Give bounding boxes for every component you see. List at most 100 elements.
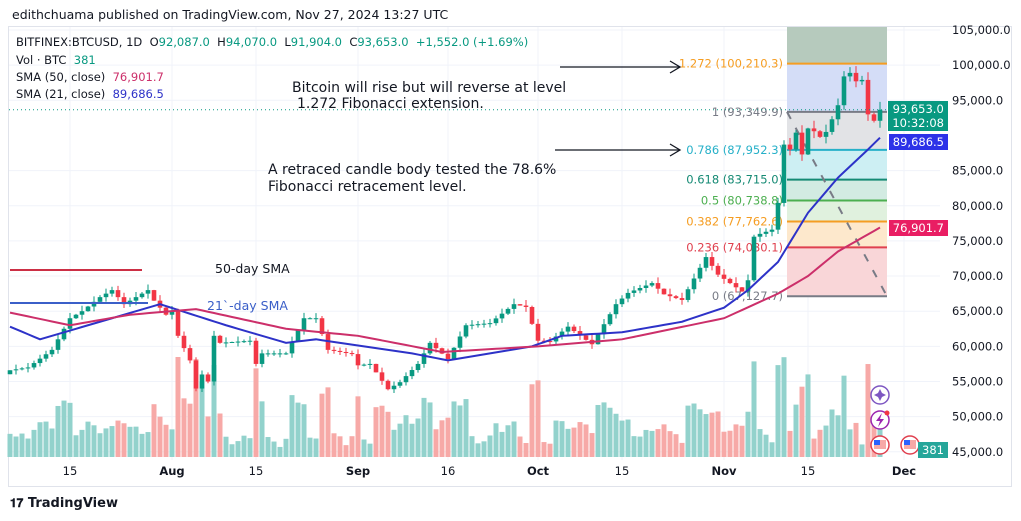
sma21-line: [9, 136, 881, 362]
candle-body: [379, 372, 385, 381]
volume-bar: [517, 436, 523, 457]
candle-body: [493, 318, 499, 324]
candle-body: [421, 353, 427, 364]
volume-tag: 381: [918, 442, 948, 458]
volume-bar: [781, 357, 787, 457]
y-tick-label: 95,000.0: [952, 93, 1003, 107]
candle-body: [13, 369, 19, 371]
volume-bar: [583, 424, 589, 457]
candle-body: [307, 318, 313, 320]
candle-body: [655, 283, 661, 289]
volume-bar: [715, 411, 721, 457]
sma21-tag: 89,686.5: [888, 134, 948, 150]
volume-bar: [133, 426, 139, 457]
candle-body: [49, 349, 55, 355]
high-value: 94,070.0: [225, 35, 278, 49]
volume-bar: [769, 442, 775, 457]
volume-bar: [331, 433, 337, 457]
volume-bar: [811, 438, 817, 457]
volume-bar: [199, 381, 205, 457]
candle-body: [151, 290, 157, 301]
volume-bar: [349, 436, 355, 457]
vol-label: Vol · BTC: [16, 53, 67, 67]
candle-body: [517, 304, 523, 306]
publisher-header: edithchuama published on TradingView.com…: [12, 7, 449, 22]
legend-volume: Vol · BTC 381: [16, 53, 96, 67]
candle-body: [253, 340, 259, 364]
volume-bar: [787, 430, 793, 457]
candle-body: [685, 289, 691, 300]
volume-bar: [817, 429, 823, 457]
volume-bar: [721, 431, 727, 457]
volume-bar: [697, 409, 703, 457]
volume-bar: [649, 430, 655, 457]
volume-bar: [793, 404, 799, 457]
candle-body: [835, 105, 841, 120]
candle-body: [691, 278, 697, 290]
candle-body: [673, 296, 679, 299]
candle-body: [79, 311, 85, 315]
candle-body: [565, 326, 571, 332]
candle-body: [457, 336, 463, 348]
candle-body: [43, 354, 49, 359]
candle-body: [445, 353, 451, 360]
volume-bar: [751, 361, 757, 457]
candle-body: [829, 119, 835, 132]
candle-body: [751, 236, 757, 281]
price-tag-value: 93,653.0: [892, 102, 944, 116]
candle-body: [775, 202, 781, 230]
y-tick-label: 100,000.0: [952, 58, 1011, 72]
candle-body: [463, 325, 469, 337]
candle-body: [235, 341, 241, 343]
volume-bar: [271, 441, 277, 457]
low-value: 91,904.0: [290, 35, 342, 49]
volume-bar: [487, 435, 493, 457]
volume-bar: [601, 402, 607, 457]
candle-body: [859, 79, 865, 82]
candle-body: [313, 318, 319, 320]
volume-bar: [859, 444, 865, 457]
candle-body: [745, 280, 751, 292]
symbol-label: BITFINEX:BTCUSD, 1D: [16, 35, 143, 49]
volume-bar: [847, 429, 853, 457]
volume-bar: [745, 411, 751, 457]
volume-bar: [469, 436, 475, 457]
candle-body: [115, 290, 121, 298]
volume-bar: [235, 441, 241, 457]
candle-body: [649, 283, 655, 286]
candle-body: [715, 265, 721, 275]
volume-bar: [505, 425, 511, 457]
volume-bar: [397, 423, 403, 457]
fib-level-label: 0.382 (77,762.6): [686, 214, 783, 228]
candle-body: [787, 144, 793, 150]
candle-body: [739, 287, 745, 292]
volume-bar: [337, 436, 343, 457]
candle-body: [505, 308, 511, 314]
volume-bar: [481, 441, 487, 457]
tradingview-logo[interactable]: 𝟏𝟕 TradingView: [10, 496, 118, 511]
candle-body: [391, 385, 397, 390]
candle-body: [19, 368, 25, 370]
fib-zone-top: [787, 27, 887, 64]
volume-bar: [355, 396, 361, 457]
volume-bar: [217, 413, 223, 457]
candle-body: [625, 292, 631, 299]
volume-bar: [211, 365, 217, 457]
candle-body: [817, 131, 823, 137]
volume-bar: [163, 424, 169, 457]
volume-bar: [103, 428, 109, 457]
volume-bar: [19, 433, 25, 457]
candle-body: [709, 257, 715, 266]
fib-zone: [787, 149, 887, 180]
volume-bar: [523, 443, 529, 457]
notification-dot: [884, 410, 890, 416]
candle-body: [727, 278, 733, 284]
logo-text: TradingView: [27, 496, 118, 511]
close-value: 93,653.0: [357, 35, 409, 49]
volume-bar: [691, 403, 697, 457]
volume-bar: [541, 442, 547, 457]
candle-body: [139, 293, 145, 298]
volume-bar: [493, 423, 499, 457]
volume-bar: [421, 397, 427, 457]
